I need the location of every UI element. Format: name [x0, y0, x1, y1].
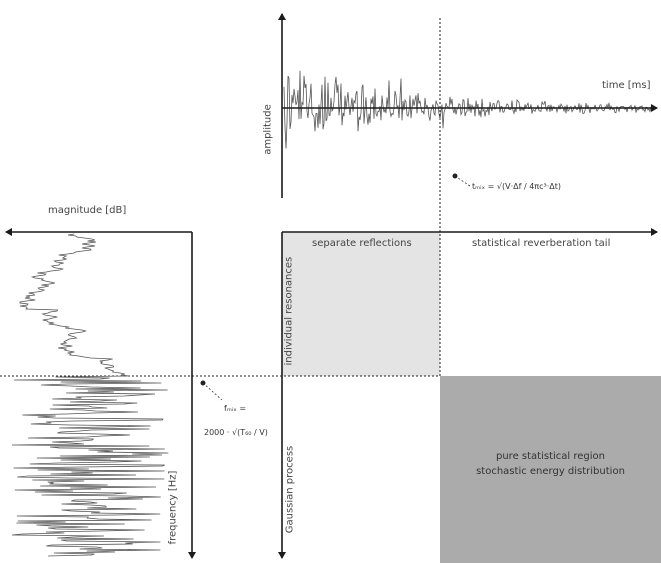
time-formula-dot [452, 173, 458, 179]
magnitude-spectrum-signal [11, 233, 169, 557]
gaussian-process-label: Gaussian process [284, 445, 296, 534]
frequency-formula-dot [200, 380, 206, 386]
separate-reflections-label: separate reflections [312, 238, 412, 249]
amplitude-axis-label: amplitude [262, 104, 274, 155]
time-axis-label: time [ms] [602, 80, 651, 91]
frequency-formula-pointer [202, 382, 223, 401]
impulse-response-trace [283, 70, 656, 149]
time-formula: tₘᵢₓ = √(V·Δf / 4πc³·Δt) [472, 182, 561, 191]
pure-statistical-label: pure statistical region stochastic energ… [440, 449, 661, 479]
pure-statistical-line-2: stochastic energy distribution [476, 466, 625, 477]
magnitude-spectrum-trace [11, 233, 169, 557]
pure-statistical-region [440, 376, 661, 563]
time-formula-pointer [454, 175, 471, 187]
individual-resonances-label: individual resonances [283, 256, 295, 366]
magnitude-axis-label: magnitude [dB] [48, 205, 127, 216]
impulse-response-signal [283, 70, 656, 149]
frequency-formula-top: fₘᵢₓ = [224, 404, 247, 413]
statistical-tail-label: statistical reverberation tail [472, 238, 611, 249]
frequency-axis-label: frequency [Hz] [167, 470, 179, 545]
pure-statistical-line-1: pure statistical region [496, 451, 605, 462]
frequency-formula-bottom: 2000 · √(T₆₀ / V) [204, 428, 268, 437]
separate-reflections-region [282, 232, 440, 376]
